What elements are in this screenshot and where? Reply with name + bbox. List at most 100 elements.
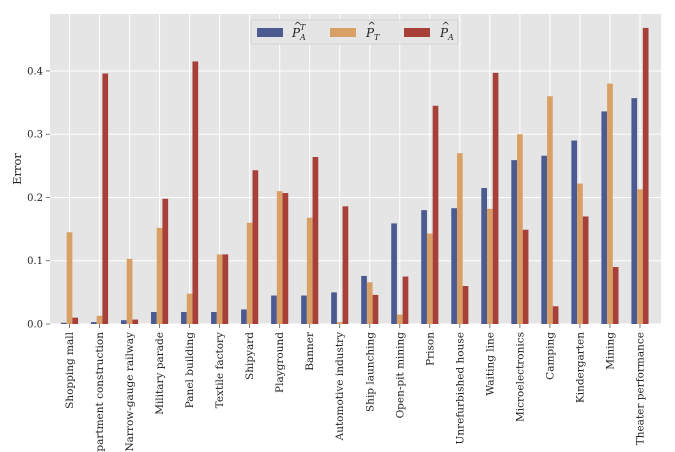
svg-text:^: ^ [294, 21, 302, 32]
svg-text:P: P [291, 26, 301, 40]
bar-series-3-banner [312, 156, 319, 324]
bar-series-1-shipyard [241, 309, 247, 324]
legend-swatch-series-1 [257, 28, 283, 37]
bar-series-1-open-pit-mining [391, 223, 397, 324]
bar-series-2-theater-performance [637, 189, 643, 324]
y-tick-label: 0.2 [27, 193, 43, 204]
bar-series-3-shipyard [252, 170, 259, 324]
bar-series-3-waiting-line [492, 72, 499, 324]
y-tick-label: 0.4 [27, 66, 43, 77]
x-tick-label: Shipyard [244, 332, 256, 380]
bar-series-2-textile-factory [216, 254, 223, 324]
bar-series-1-banner [301, 295, 307, 324]
bar-series-3-unrefurbished-house [462, 286, 469, 324]
svg-text:P: P [365, 26, 375, 40]
bar-series-1-ship-launching [361, 275, 367, 324]
bar-series-3-ship-launching [372, 294, 379, 324]
bar-series-2-panel-building [186, 293, 193, 324]
bar-series-3-panel-building [192, 61, 199, 325]
bar-series-1-panel-building [181, 311, 187, 324]
bar-series-2-playground [276, 191, 283, 324]
legend-label-series-3: P ^ A [439, 21, 454, 42]
bar-series-2-shipyard [246, 222, 253, 324]
x-tick-label: Narrow-gauge railway [124, 332, 136, 452]
x-tick-label: Automotive industry [334, 332, 346, 441]
bars [60, 27, 649, 325]
bar-series-2-prison [426, 233, 433, 324]
svg-text:^: ^ [368, 21, 376, 32]
x-tick-label: Prison [424, 332, 436, 366]
x-axis-ticks: Shopping mall Apartment construction Narro… [64, 324, 646, 452]
bar-series-1-military-parade [151, 311, 157, 324]
legend-swatch-series-2 [330, 28, 356, 37]
x-tick-label: Playground [274, 332, 286, 393]
bar-series-3-microelectronics [522, 229, 529, 324]
x-tick-label: Kindergarten [574, 332, 586, 403]
bar-series-1-prison [421, 210, 427, 324]
svg-text:A: A [447, 33, 454, 42]
svg-text:T: T [374, 33, 380, 42]
bar-series-3-open-pit-mining [402, 276, 409, 324]
bar-series-1-unrefurbished-house [451, 208, 457, 324]
bar-series-2-microelectronics [517, 134, 523, 324]
plot-background [50, 14, 661, 324]
bar-series-3-theater-performance [642, 27, 649, 325]
x-tick-label: Panel building [184, 332, 196, 409]
y-axis-ticks: 0.0 0.1 0.2 0.3 0.4 [27, 66, 50, 331]
svg-text:^: ^ [442, 21, 450, 32]
bar-series-2-waiting-line [487, 208, 493, 324]
x-tick-label: Waiting line [484, 332, 496, 396]
x-tick-label: Microelectronics [514, 332, 526, 422]
x-tick-label: Banner [304, 331, 316, 371]
legend: P ^ T A P ^ T P ^ A [250, 19, 459, 45]
bar-series-3-mining [612, 267, 619, 324]
svg-text:P: P [439, 26, 449, 40]
bar-series-1-apartment-construction [90, 322, 97, 324]
bar-series-3-military-parade [162, 198, 169, 324]
bar-series-1-mining [601, 111, 608, 324]
y-tick-label: 0.3 [27, 130, 43, 141]
x-tick-label: Military parade [154, 332, 166, 415]
bar-series-3-kindergarten [582, 216, 589, 324]
bar-series-2-automotive-industry [336, 322, 343, 324]
legend-label-series-1: P ^ T A [291, 21, 306, 42]
bar-series-2-military-parade [156, 227, 163, 324]
bar-series-3-automotive-industry [342, 206, 349, 324]
bar-series-3-prison [432, 105, 439, 324]
bar-series-1-shopping-mall [60, 322, 67, 324]
bar-series-2-open-pit-mining [396, 314, 403, 324]
bar-series-2-camping [547, 96, 553, 324]
y-tick-label: 0.0 [27, 320, 43, 331]
x-tick-label: Mining [604, 332, 616, 370]
bar-series-2-unrefurbished-house [456, 153, 463, 324]
bar-series-1-textile-factory [211, 311, 217, 324]
bar-series-3-textile-factory [222, 254, 229, 324]
bar-series-3-narrow-gauge-railway [132, 319, 139, 324]
x-tick-label: Open-pit mining [394, 332, 406, 419]
bar-series-3-shopping-mall [72, 317, 79, 324]
x-tick-label: Unrefurbished house [454, 332, 466, 444]
x-tick-label: Textile factory [214, 332, 226, 408]
legend-swatch-series-3 [404, 28, 430, 37]
svg-text:T: T [300, 23, 306, 32]
x-tick-label: Theater performance [634, 332, 646, 445]
bar-series-1-playground [271, 295, 277, 324]
x-tick-label: Apartment construction [94, 332, 106, 452]
bar-series-1-waiting-line [481, 187, 488, 324]
x-tick-label: Shopping mall [64, 331, 76, 408]
bar-series-1-kindergarten [571, 140, 578, 324]
bar-series-2-banner [306, 217, 313, 324]
bar-series-3-camping [552, 306, 559, 324]
bar-series-1-camping [541, 155, 548, 324]
x-tick-label: Camping [544, 332, 556, 380]
bar-series-2-narrow-gauge-railway [126, 258, 133, 324]
bar-series-2-mining [607, 83, 613, 325]
y-tick-label: 0.1 [27, 256, 43, 267]
bar-series-2-ship-launching [366, 282, 373, 324]
bar-series-1-narrow-gauge-railway [121, 320, 127, 324]
bar-series-2-apartment-construction [96, 315, 103, 324]
bar-series-2-shopping-mall [66, 232, 73, 324]
bar-series-1-microelectronics [511, 160, 518, 324]
legend-label-series-2: P ^ T [365, 21, 380, 42]
